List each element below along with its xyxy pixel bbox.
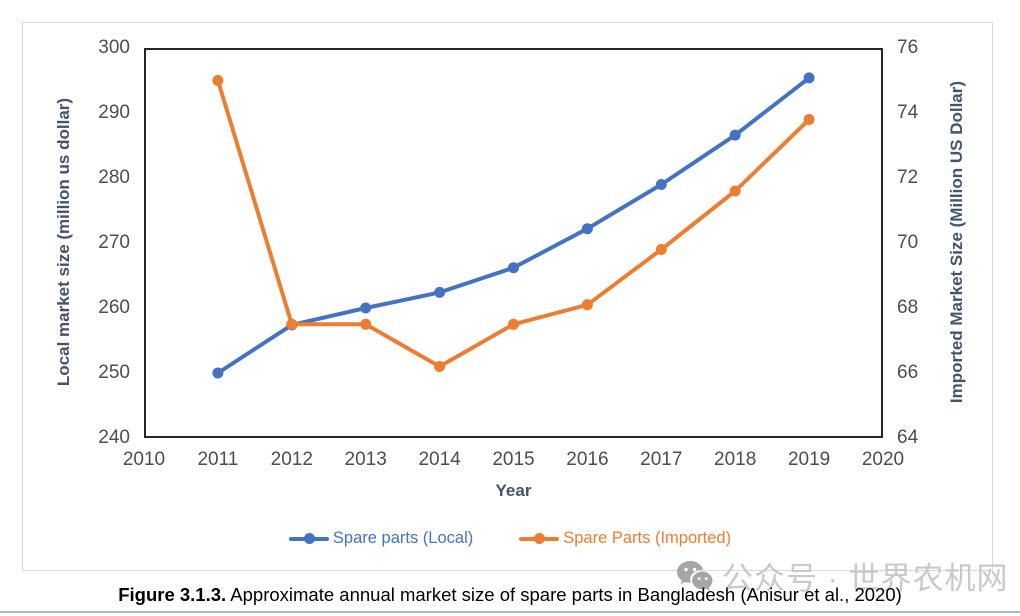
data-point-marker: [434, 286, 446, 298]
y-axis-tick-label: 260: [98, 297, 130, 318]
data-point-marker: [655, 179, 667, 190]
x-axis-tick-label: 2017: [640, 449, 683, 470]
y-axis-tick-label: 68: [897, 297, 919, 318]
y-axis-tick-label: 70: [897, 232, 919, 253]
x-axis-tick-label: 2012: [270, 449, 313, 470]
x-axis-tick-label: 2018: [714, 449, 757, 470]
bottom-divider-line: [0, 611, 1020, 613]
y-axis-tick-label: 270: [98, 232, 130, 253]
wechat-icon: [677, 560, 713, 591]
data-point-marker: [655, 244, 667, 255]
chart-legend: Spare parts (Local) Spare Parts (Imported…: [0, 529, 1020, 548]
data-point-marker: [360, 302, 372, 314]
x-axis-tick-label: 2019: [787, 449, 831, 470]
data-point-marker: [581, 299, 593, 311]
y-axis-tick-label: 64: [897, 427, 919, 448]
legend-label: Spare parts (Local): [332, 529, 474, 547]
y-axis-tick-label: 72: [897, 167, 919, 188]
x-axis-tick-label: 2016: [566, 449, 609, 470]
y-axis-tick-label: 66: [897, 362, 919, 383]
y-axis-tick-label: 280: [98, 167, 130, 188]
data-point-marker: [286, 318, 298, 330]
x-axis-tick-label: 2013: [344, 449, 387, 470]
y-axis-tick-label: 74: [897, 102, 919, 123]
figure-caption: Figure 3.1.3. Approximate annual market …: [0, 584, 1020, 606]
x-axis-title: Year: [495, 481, 532, 500]
y-axis-tick-label: 290: [98, 102, 130, 123]
right-axis-title: Imported Market Size (Million US Dollar): [947, 80, 966, 404]
x-axis-tick-label: 2014: [418, 449, 461, 470]
figure-caption-number: Figure 3.1.3.: [118, 584, 227, 605]
data-point-marker: [212, 75, 224, 86]
data-point-marker: [581, 223, 593, 235]
legend-line-marker-icon: [288, 533, 329, 544]
data-point-marker: [729, 185, 741, 197]
legend-item: Spare parts (Local): [288, 529, 474, 548]
y-axis-tick-label: 250: [98, 362, 130, 383]
y-axis-tick-label: 240: [98, 427, 130, 448]
y-axis-tick-label: 76: [897, 37, 919, 58]
data-point-marker: [803, 72, 815, 84]
figure-caption-text: Approximate annual market size of spare …: [226, 584, 902, 605]
data-point-marker: [508, 262, 519, 274]
watermark: 公众号 · 世界农机网: [676, 553, 1009, 598]
data-point-marker: [212, 367, 224, 379]
x-axis-tick-label: 2011: [197, 449, 239, 470]
data-point-marker: [803, 114, 815, 125]
x-axis-tick-label: 2015: [492, 449, 535, 470]
watermark-text: 公众号 · 世界农机网: [722, 561, 1009, 596]
legend-line-marker-icon: [519, 533, 560, 544]
data-point-marker: [508, 318, 519, 330]
legend-label: Spare Parts (Imported): [563, 529, 732, 547]
data-point-marker: [434, 361, 446, 372]
y-axis-tick-label: 300: [98, 37, 130, 58]
left-axis-title: Local market size (million us dollar): [54, 97, 73, 387]
line-chart-canvas: [212, 72, 815, 379]
x-axis-tick-label: 2010: [122, 449, 166, 470]
data-point-marker: [360, 318, 372, 330]
legend-item: Spare Parts (Imported): [519, 529, 731, 548]
data-point-marker: [729, 129, 741, 141]
x-axis-tick-label: 2020: [861, 449, 905, 470]
